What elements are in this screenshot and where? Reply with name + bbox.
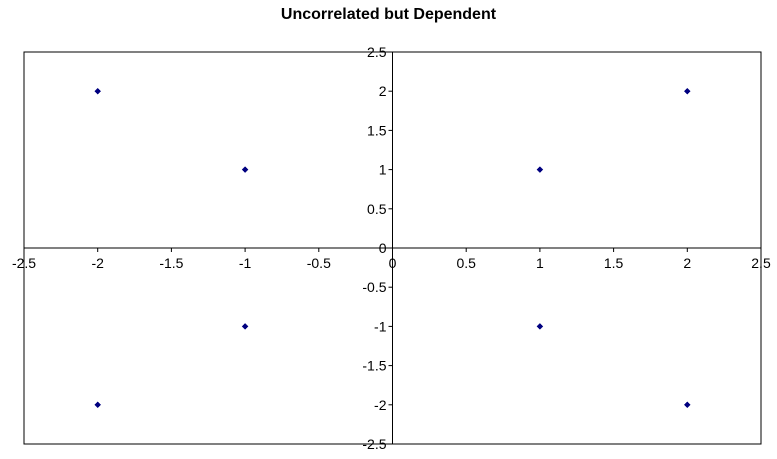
x-tick-label: 0 [389,255,397,271]
x-tick-label: 2.5 [751,255,771,271]
x-tick-label: 2 [683,255,691,271]
data-point [241,323,249,330]
ticks: -2.5 -2 -1.5 -1 -0.5 0 0.5 1 1.5 2 2.5-2.5-2-1.5-1… [12,44,771,452]
y-tick-label: 2 [379,83,387,99]
y-tick-label: -2.5 [362,436,386,452]
y-tick-label: -1.5 [362,358,386,374]
x-tick-label: -1.5 [159,255,183,271]
x-tick-label: -0.5 [307,255,331,271]
x-tick-label: -2 [91,255,104,271]
y-tick-label: 1.5 [367,122,387,138]
y-tick-label: 1 [379,162,387,178]
x-tick-label: -2.5 [12,255,36,271]
x-tick-label: -1 [239,255,252,271]
y-tick-label: -1 [374,318,387,334]
data-points [94,87,691,409]
y-tick-label: 0.5 [367,201,387,217]
x-tick-label: 1 [536,255,544,271]
y-tick-label: 0 [379,240,387,256]
data-point [683,401,691,409]
chart-title: Uncorrelated but Dependent [280,6,497,23]
data-point [683,87,691,95]
y-tick-label: 2.5 [367,44,387,60]
x-tick-label: 1.5 [604,255,624,271]
y-tick-label: -2 [374,397,387,413]
y-tick-label: -0.5 [362,279,386,295]
data-point [94,401,102,409]
data-point [241,166,249,173]
data-point [536,166,544,173]
data-point [536,323,544,330]
data-point [94,87,102,95]
x-tick-label: 0.5 [456,255,476,271]
